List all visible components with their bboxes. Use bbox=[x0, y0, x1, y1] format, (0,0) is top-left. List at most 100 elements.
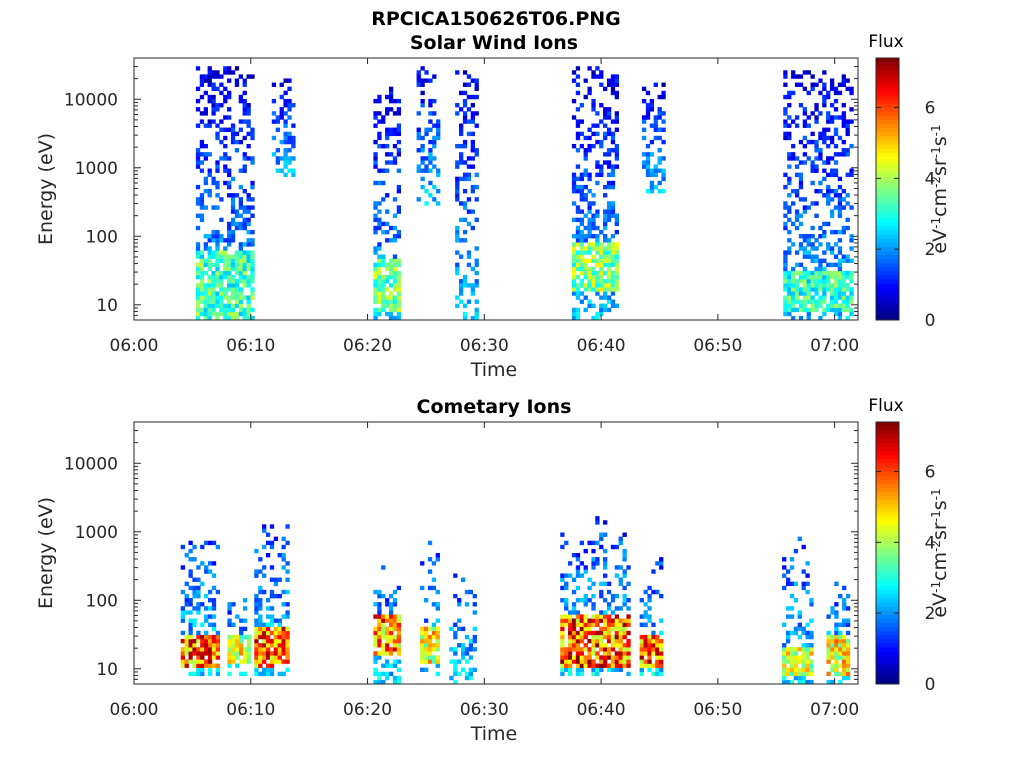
spectrogram-cell bbox=[587, 148, 592, 153]
spectrogram-cell bbox=[826, 201, 831, 206]
spectrogram-cell bbox=[455, 234, 460, 239]
spectrogram-cell bbox=[798, 176, 804, 182]
spectrogram-cell bbox=[211, 254, 216, 259]
spectrogram-cell bbox=[377, 589, 382, 595]
spectrogram-cell bbox=[281, 602, 286, 607]
spectrogram-cell bbox=[791, 221, 796, 227]
spectrogram-cell bbox=[199, 283, 205, 288]
colorbar-segment bbox=[876, 119, 899, 124]
spectrogram-cell bbox=[639, 634, 644, 640]
figure-title: RPCICA150626T06.PNG bbox=[371, 8, 621, 30]
spectrogram-cell bbox=[614, 164, 620, 169]
spectrogram-cell bbox=[618, 606, 623, 611]
spectrogram-cell bbox=[829, 303, 835, 309]
spectrogram-cell bbox=[575, 254, 581, 259]
spectrogram-cell bbox=[603, 258, 608, 263]
spectrogram-cell bbox=[838, 651, 843, 656]
spectrogram-cell bbox=[275, 168, 280, 173]
spectrogram-cell bbox=[564, 602, 569, 607]
spectrogram-cell bbox=[655, 634, 660, 640]
spectrogram-cell bbox=[420, 634, 425, 640]
spectrogram-cell bbox=[826, 246, 831, 251]
spectrogram-cell bbox=[188, 651, 193, 656]
spectrogram-cell bbox=[211, 274, 216, 280]
spectrogram-cell bbox=[798, 307, 804, 313]
spectrogram-cell bbox=[464, 602, 470, 607]
spectrogram-cell bbox=[603, 295, 608, 300]
spectrogram-cell bbox=[614, 651, 620, 656]
spectrogram-cell bbox=[826, 659, 831, 664]
spectrogram-cell bbox=[798, 303, 804, 309]
spectrogram-cell bbox=[606, 254, 612, 259]
spectrogram-cell bbox=[234, 148, 240, 153]
spectrogram-cell bbox=[818, 303, 823, 309]
spectrogram-cell bbox=[199, 217, 205, 223]
spectrogram-cell bbox=[207, 589, 213, 595]
spectrogram-cell bbox=[575, 217, 581, 223]
spectrogram-cell bbox=[568, 671, 573, 677]
spectrogram-cell bbox=[789, 565, 795, 570]
spectrogram-cell bbox=[614, 262, 620, 268]
spectrogram-cell bbox=[211, 270, 216, 276]
spectrogram-cell bbox=[659, 565, 664, 570]
spectrogram-cell bbox=[798, 184, 804, 190]
spectrogram-cell bbox=[396, 127, 402, 132]
spectrogram-cell bbox=[657, 107, 662, 112]
spectrogram-cell bbox=[794, 283, 800, 288]
spectrogram-cell bbox=[246, 238, 251, 243]
spectrogram-cell bbox=[793, 598, 799, 603]
spectrogram-cell bbox=[805, 647, 810, 652]
colorbar-segment bbox=[876, 295, 899, 301]
spectrogram-cell bbox=[657, 115, 662, 120]
spectrogram-cell bbox=[564, 655, 569, 660]
spectrogram-cell bbox=[610, 74, 616, 79]
spectrogram-cell bbox=[806, 270, 811, 276]
spectrogram-cell bbox=[211, 561, 217, 566]
spectrogram-cell bbox=[196, 577, 201, 582]
colorbar-segment bbox=[876, 426, 899, 431]
spectrogram-cell bbox=[830, 655, 835, 660]
colorbar-segment bbox=[876, 548, 899, 554]
spectrogram-cell bbox=[797, 679, 802, 685]
spectrogram-cell bbox=[188, 643, 193, 648]
spectrogram-cell bbox=[392, 111, 398, 116]
spectrogram-cell bbox=[583, 148, 588, 153]
spectrogram-cell bbox=[606, 258, 612, 263]
spectrogram-cell bbox=[834, 655, 839, 660]
colorbar-segment bbox=[876, 86, 899, 92]
spectrogram-cell bbox=[834, 610, 839, 615]
spectrogram-cell bbox=[420, 156, 425, 161]
spectrogram-cell bbox=[560, 577, 565, 582]
spectrogram-cell bbox=[388, 311, 394, 317]
spectrogram-cell bbox=[196, 610, 201, 615]
spectrogram-cell bbox=[791, 279, 796, 284]
spectrogram-cell bbox=[793, 647, 799, 652]
spectrogram-cell bbox=[265, 614, 271, 619]
spectrogram-cell bbox=[385, 168, 390, 173]
spectrogram-cell bbox=[809, 602, 814, 607]
spectrogram-cell bbox=[262, 573, 267, 578]
spectrogram-cell bbox=[571, 659, 577, 664]
spectrogram-cell bbox=[805, 643, 810, 648]
spectrogram-cell bbox=[238, 119, 243, 124]
spectrogram-cell bbox=[793, 663, 799, 668]
spectrogram-cell bbox=[203, 234, 208, 239]
spectrogram-cell bbox=[455, 164, 460, 169]
spectrogram-cell bbox=[192, 585, 197, 591]
spectrogram-cell bbox=[826, 197, 831, 202]
spectrogram-cell bbox=[829, 283, 835, 288]
spectrogram-cell bbox=[230, 238, 236, 243]
spectrogram-cell bbox=[204, 647, 209, 652]
spectrogram-cell bbox=[373, 614, 378, 619]
spectrogram-cell bbox=[809, 598, 814, 603]
spectrogram-cell bbox=[787, 176, 792, 182]
spectrogram-cell bbox=[606, 299, 612, 304]
spectrogram-cell bbox=[810, 307, 815, 313]
spectrogram-cell bbox=[377, 262, 382, 268]
spectrogram-cell bbox=[381, 258, 386, 263]
spectrogram-cell bbox=[385, 111, 390, 116]
spectrogram-cell bbox=[265, 622, 271, 627]
spectrogram-cell bbox=[230, 123, 236, 128]
spectrogram-cell bbox=[230, 193, 236, 198]
spectrogram-cell bbox=[626, 651, 631, 656]
